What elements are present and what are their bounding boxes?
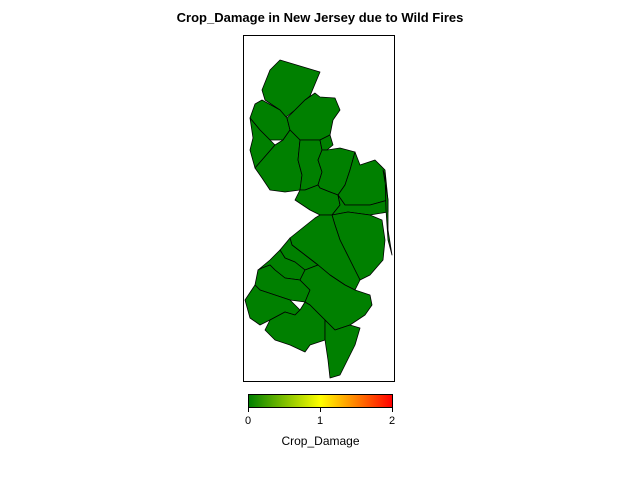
colorbar-title: Crop_Damage — [281, 434, 360, 448]
map-title: Crop_Damage in New Jersey due to Wild Fi… — [176, 10, 464, 25]
colorbar-tick-1 — [320, 408, 321, 412]
colorbar-tick-label-0: 0 — [244, 415, 252, 427]
colorbar-tick-label-1: 1 — [316, 415, 324, 427]
colorbar — [248, 394, 393, 408]
county-region-11 — [331, 194, 389, 216]
colorbar-tick-0 — [248, 408, 249, 412]
colorbar-tick-2 — [392, 408, 393, 412]
colorbar-tick-label-2: 2 — [388, 415, 396, 427]
county-regions — [244, 59, 393, 379]
county-region-20 — [324, 319, 361, 379]
county-region-21 — [382, 169, 393, 256]
